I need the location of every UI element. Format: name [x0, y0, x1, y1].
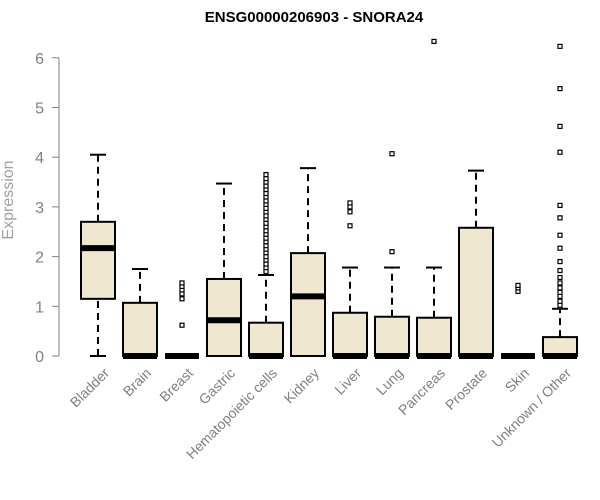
- outlier-point: [431, 38, 437, 44]
- outlier-point: [557, 258, 563, 265]
- box-unknown-other: [542, 43, 578, 359]
- box-iqr: [458, 226, 494, 357]
- x-tick-label: Brain: [120, 365, 154, 399]
- x-tick-label: Liver: [331, 365, 364, 398]
- box-hematopoietic-cells: [248, 171, 284, 359]
- outlier-point: [557, 274, 563, 281]
- outlier-point: [179, 322, 185, 328]
- y-tick-label: 3: [35, 200, 44, 217]
- y-tick-label: 4: [35, 150, 44, 167]
- outlier-point: [557, 202, 563, 209]
- y-tick-label: 2: [35, 250, 44, 267]
- outlier-point: [557, 267, 563, 274]
- outlier-point: [557, 298, 563, 304]
- chart-title: ENSG00000206903 - SNORA24: [205, 9, 424, 26]
- outlier-point: [557, 215, 563, 221]
- outlier-point: [557, 43, 563, 49]
- box-pancreas: [416, 38, 452, 359]
- y-tick-label: 5: [35, 101, 44, 118]
- outlier-point: [389, 151, 395, 157]
- box-prostate: [458, 169, 494, 359]
- outlier-point: [557, 232, 563, 238]
- outlier-point: [557, 280, 563, 286]
- outlier-point: [179, 296, 185, 302]
- x-tick-label: Skin: [502, 365, 533, 396]
- x-tick-label: Prostate: [442, 365, 490, 413]
- outlier-point: [263, 171, 269, 178]
- box-kidney: [290, 167, 326, 357]
- outlier-point: [557, 285, 563, 291]
- outlier-point: [347, 223, 353, 229]
- x-tick-label: Pancreas: [395, 365, 448, 418]
- outlier-point: [389, 249, 395, 255]
- box-breast: [165, 280, 199, 359]
- x-tick-label: Kidney: [281, 365, 323, 407]
- box-liver: [332, 200, 368, 359]
- box-iqr: [248, 321, 284, 357]
- box-iqr: [416, 316, 452, 357]
- box-skin: [501, 282, 535, 359]
- y-tick-label: 0: [35, 349, 44, 366]
- outlier-point: [179, 280, 185, 286]
- x-tick-label: Bladder: [67, 365, 113, 411]
- box-brain: [122, 268, 158, 359]
- outlier-point: [347, 209, 353, 215]
- box-lung: [374, 151, 410, 359]
- box-series: [80, 38, 578, 359]
- outlier-point: [557, 86, 563, 92]
- box-iqr: [332, 311, 368, 357]
- outlier-point: [557, 123, 563, 129]
- box-iqr: [122, 301, 158, 358]
- x-tick-label: Breast: [156, 365, 196, 405]
- x-tick-label: Unknown / Other: [489, 365, 575, 451]
- box-gastric: [206, 182, 242, 357]
- outlier-point: [557, 289, 563, 295]
- outlier-point: [557, 149, 563, 155]
- box-bladder: [80, 153, 116, 357]
- y-axis: 0 1 2 3 4 5 6: [35, 51, 60, 366]
- box-iqr: [290, 252, 326, 357]
- box-iqr: [80, 220, 116, 300]
- y-axis-label: Expression: [0, 160, 17, 239]
- y-tick-label: 1: [35, 299, 44, 316]
- y-tick-label: 6: [35, 51, 44, 68]
- outlier-point: [515, 282, 521, 289]
- outlier-point: [557, 245, 563, 251]
- x-tick-label: Lung: [373, 365, 406, 398]
- outlier-point: [347, 200, 353, 206]
- box-iqr: [374, 315, 410, 357]
